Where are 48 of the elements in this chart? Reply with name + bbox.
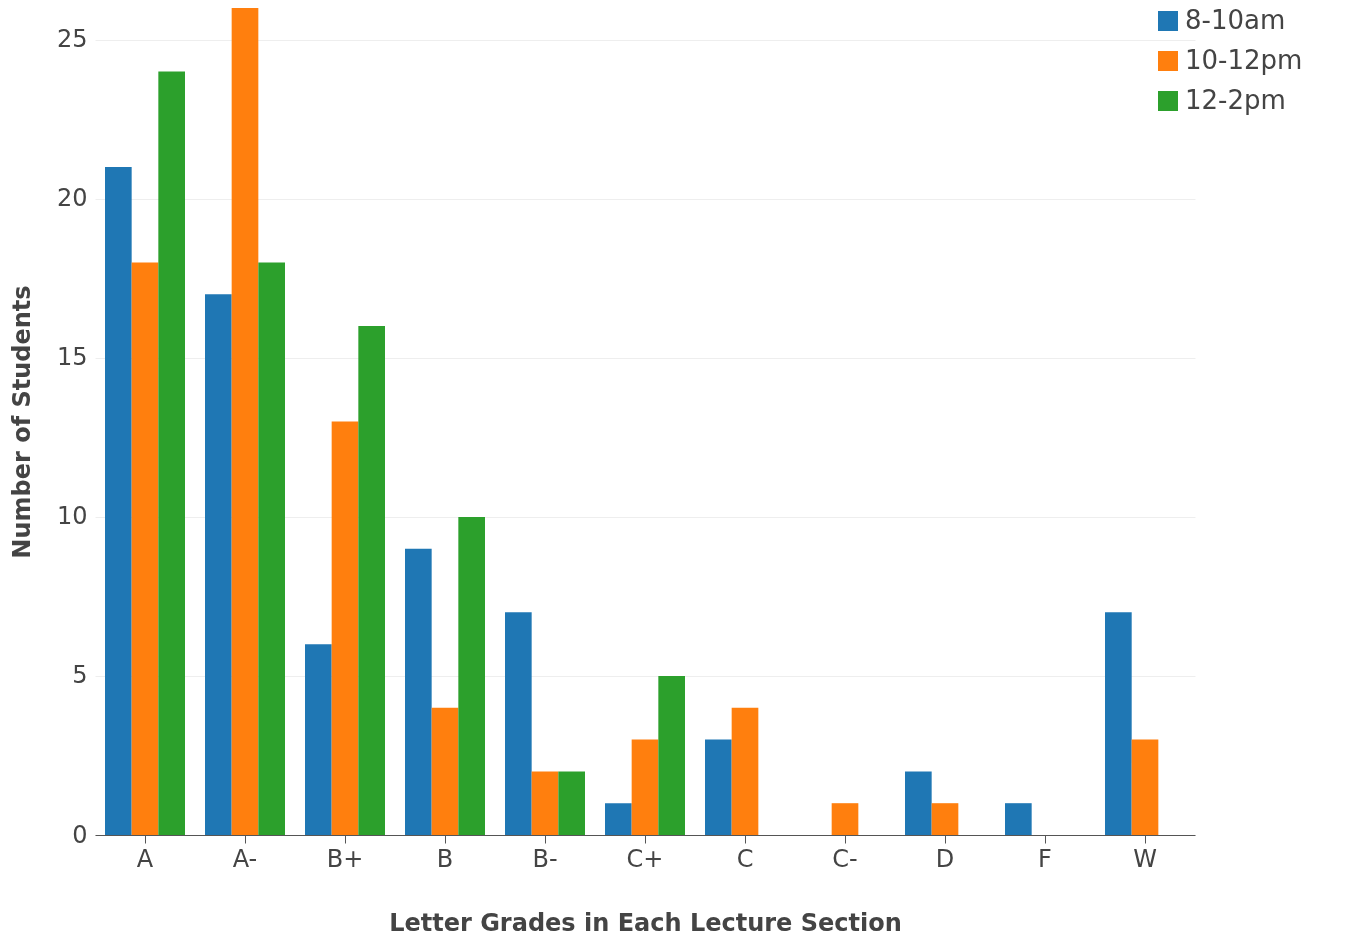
bar <box>831 803 859 835</box>
bar <box>405 548 432 835</box>
bar <box>158 71 185 835</box>
bar <box>458 516 485 835</box>
legend-label: 12-2pm <box>1185 85 1286 115</box>
bar <box>905 771 932 835</box>
x-tick-label: B- <box>532 844 558 873</box>
bar <box>531 771 559 835</box>
bar <box>1005 803 1032 835</box>
bar <box>1131 739 1159 835</box>
bar <box>231 8 259 835</box>
bar <box>1105 612 1132 835</box>
x-tick-label: C+ <box>626 844 664 873</box>
x-axis-title: Letter Grades in Each Lecture Section <box>389 908 902 937</box>
bar <box>705 739 732 835</box>
bar <box>105 167 132 835</box>
bar <box>205 294 232 835</box>
y-tick-label: 0 <box>72 820 88 849</box>
x-tick-label: B+ <box>326 844 364 873</box>
bar <box>631 739 659 835</box>
bar <box>131 262 159 835</box>
legend-label: 10-12pm <box>1185 45 1303 75</box>
bar <box>258 262 285 835</box>
y-tick-label: 25 <box>56 25 88 54</box>
legend-label: 8-10am <box>1185 5 1286 35</box>
bar <box>505 612 532 835</box>
bar <box>658 675 685 835</box>
bar <box>605 803 632 835</box>
x-tick-label: F <box>1038 844 1052 873</box>
x-tick-label: C <box>736 844 754 873</box>
y-tick-label: 15 <box>56 343 88 372</box>
x-tick-label: A- <box>232 844 258 873</box>
bar <box>558 771 585 835</box>
x-tick-label: W <box>1133 844 1157 873</box>
bar <box>731 707 759 835</box>
y-tick-label: 20 <box>56 184 88 213</box>
x-tick-label: C- <box>832 844 858 873</box>
bar <box>431 707 459 835</box>
bar <box>331 421 359 835</box>
y-tick-label: 5 <box>72 661 88 690</box>
x-tick-label: B <box>436 844 454 873</box>
x-tick-label: A <box>136 844 154 873</box>
bar <box>305 644 332 835</box>
bar <box>931 803 959 835</box>
bar <box>358 326 385 835</box>
y-axis-title: Number of Students <box>7 285 36 559</box>
y-tick-label: 10 <box>56 502 88 531</box>
x-tick-label: D <box>935 844 955 873</box>
